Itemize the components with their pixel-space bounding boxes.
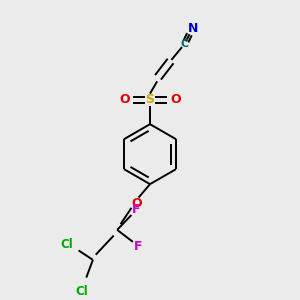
Text: C: C bbox=[180, 39, 188, 49]
Text: F: F bbox=[132, 203, 141, 216]
Text: Cl: Cl bbox=[60, 238, 73, 251]
Text: F: F bbox=[134, 241, 143, 254]
Text: O: O bbox=[131, 197, 142, 210]
Text: O: O bbox=[170, 93, 181, 106]
Text: O: O bbox=[119, 93, 130, 106]
Text: Cl: Cl bbox=[76, 285, 88, 298]
Text: N: N bbox=[188, 22, 198, 35]
Text: S: S bbox=[146, 93, 154, 106]
